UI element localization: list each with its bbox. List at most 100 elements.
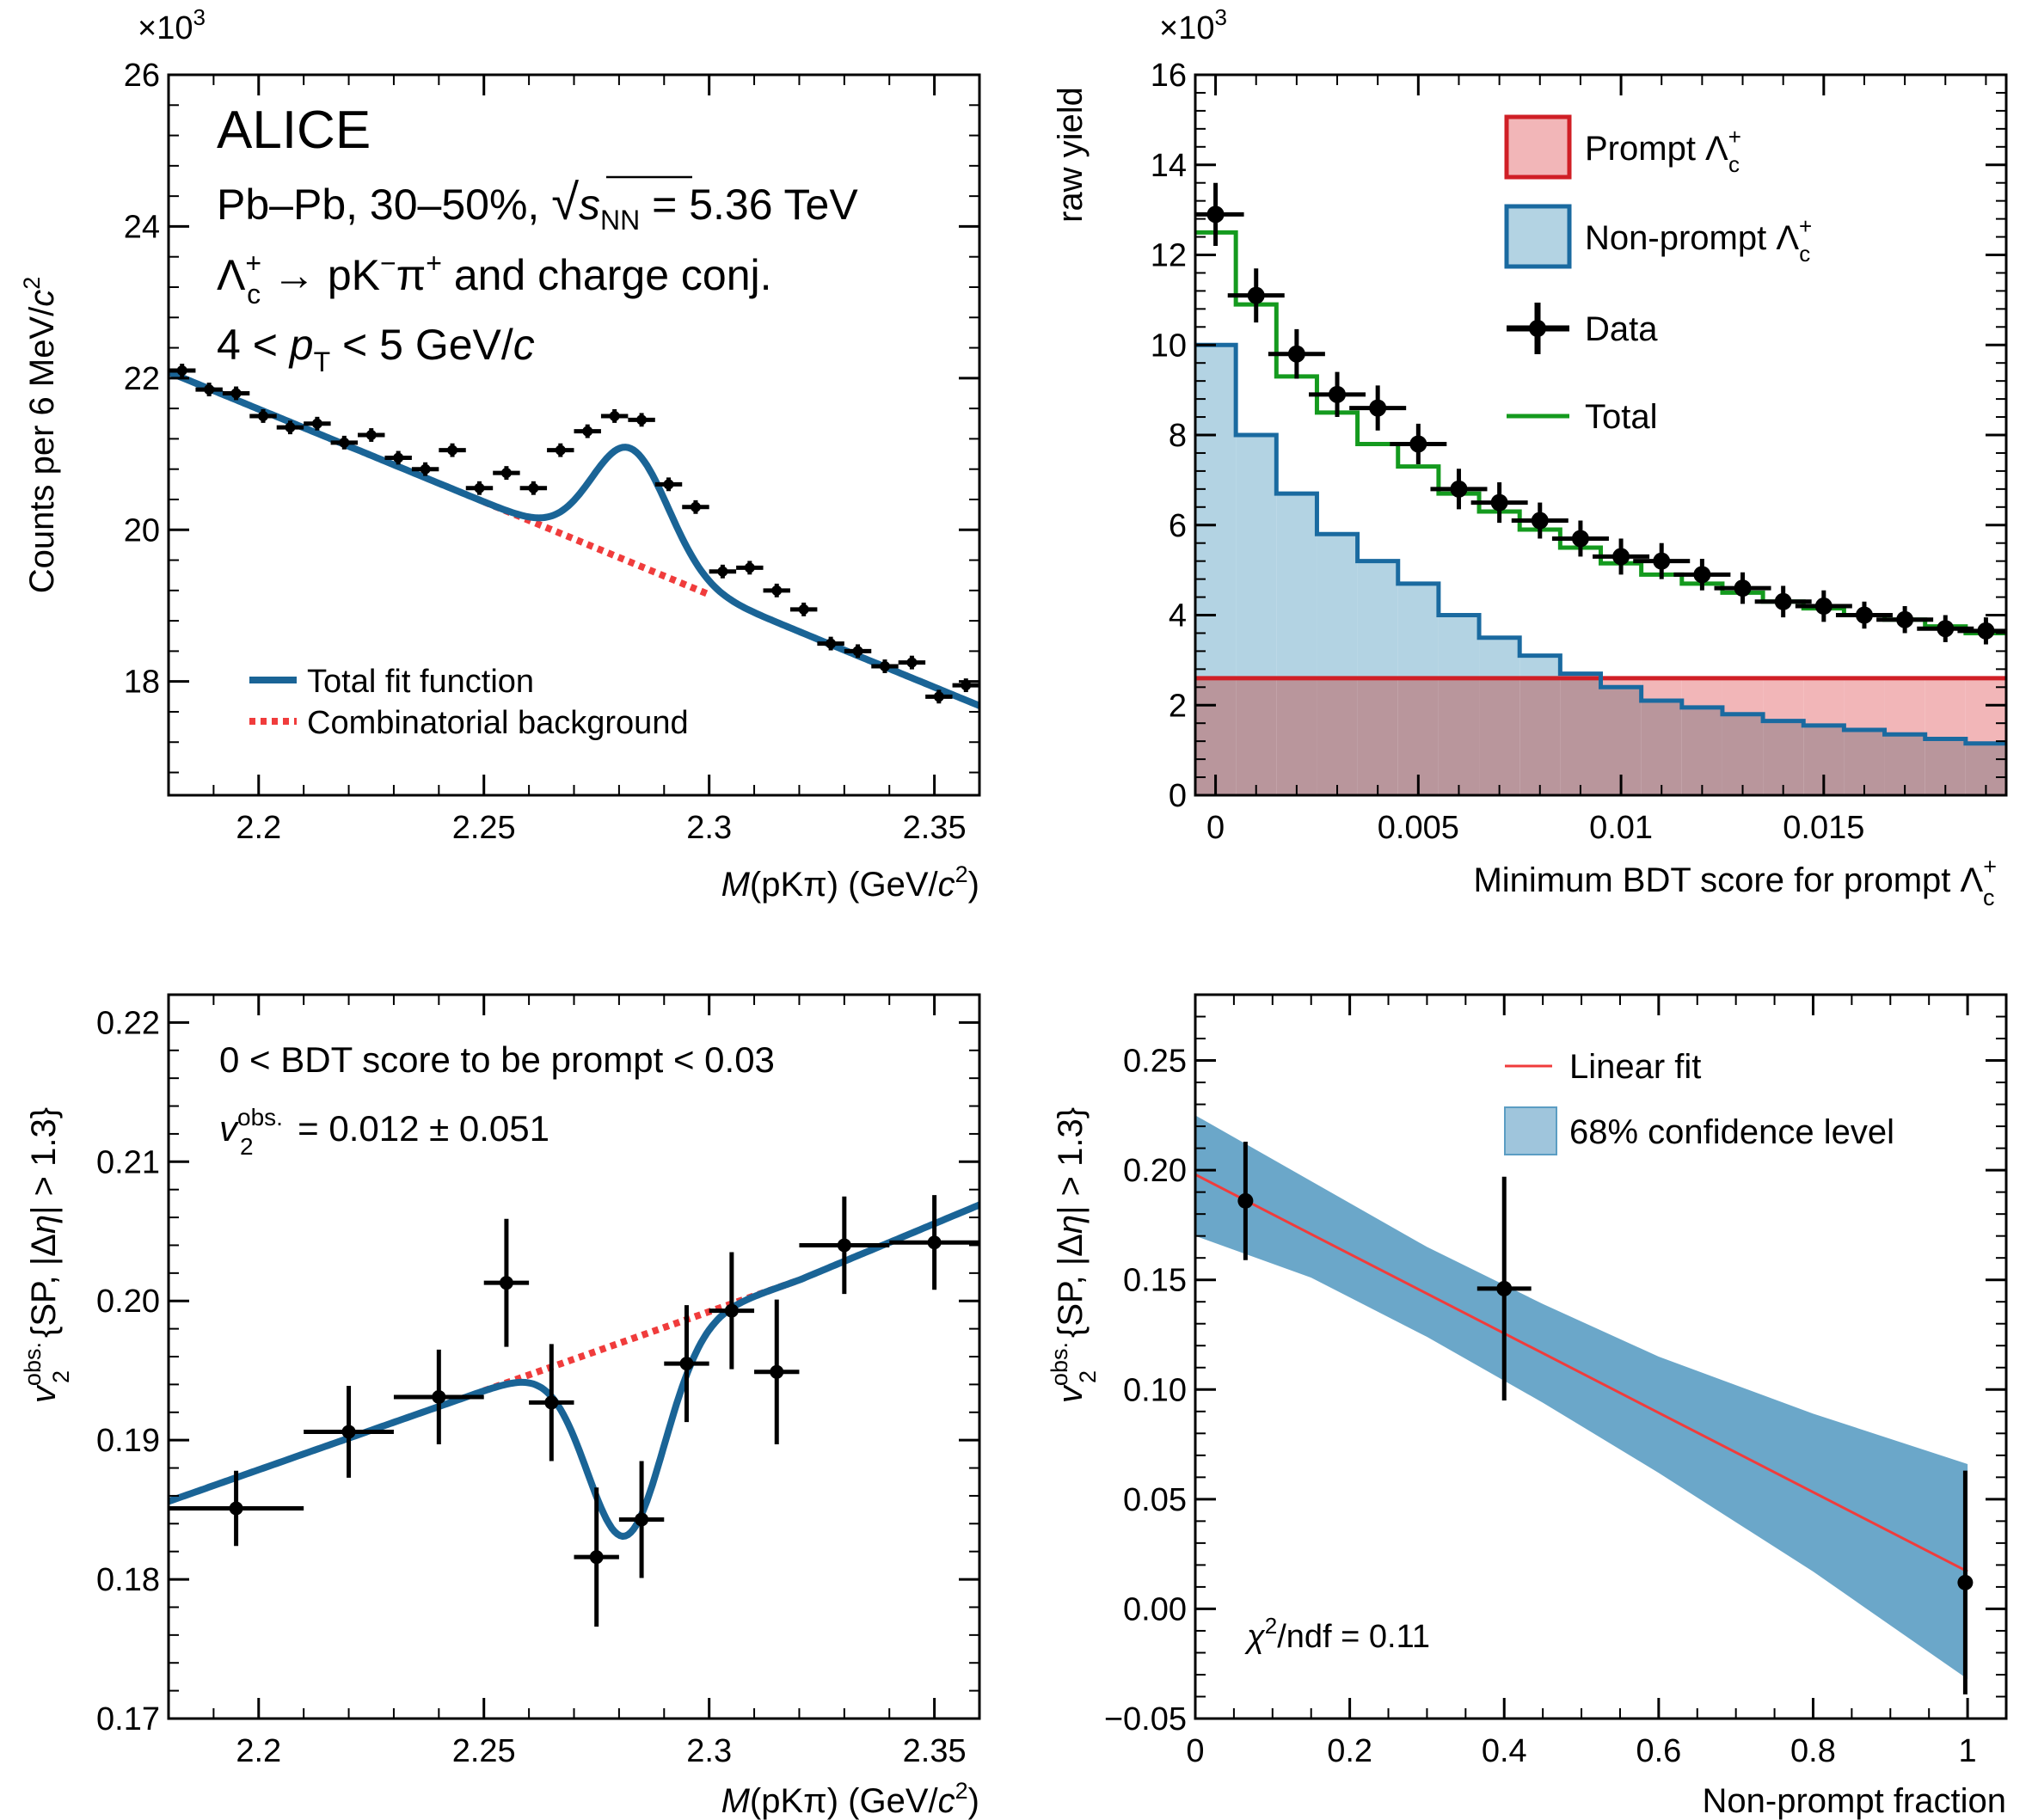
mass-y-exponent: ×103 — [138, 4, 206, 46]
bdt-y-tick-label: 4 — [1169, 598, 1187, 634]
linear-fit-line — [1195, 1173, 1968, 1573]
mass-data-point-marker — [609, 410, 620, 421]
bdt-data-point-marker — [1653, 552, 1671, 570]
v2frac-legend: Linear fit 68% confidence level — [1504, 1048, 1894, 1155]
legend-nonprompt-label: Non-prompt Λ+ c — [1585, 213, 1812, 267]
bdt-x-tick-label: 0.015 — [1783, 810, 1864, 846]
v2frac-y-tick-label: 0.25 — [1123, 1044, 1187, 1080]
bdt-axes: 0 0.005 0.01 0.015 0 2 4 6 8 10 12 14 16 — [1151, 58, 2006, 846]
mass-x-tick-label: 2.25 — [452, 810, 516, 846]
v2mass-data-point-marker — [499, 1276, 513, 1290]
legend-prompt-swatch — [1504, 114, 1572, 180]
mass-data-point-marker — [690, 501, 701, 512]
bdt-data-point-marker — [1571, 530, 1589, 548]
bdt-y-tick-label: 14 — [1151, 148, 1187, 184]
confidence-band — [1195, 1115, 1968, 1680]
mass-data-point-marker — [258, 410, 269, 421]
mass-pt-label: 4 < pT < 5 GeV/c — [217, 321, 535, 377]
v2-total-fit-curve — [169, 1201, 979, 1541]
mass-data-point-marker — [798, 604, 809, 615]
mass-data-point-marker — [447, 444, 458, 456]
v2mass-y-tick-label: 0.18 — [96, 1562, 160, 1598]
bdt-x-tick-label: 0.01 — [1589, 810, 1653, 846]
mass-y-tick-label: 26 — [124, 58, 160, 94]
nonprompt-bin — [1479, 637, 1520, 678]
nonprompt-bin — [1276, 493, 1317, 678]
bdt-data-point-marker — [1855, 606, 1873, 624]
total-fit-curve — [169, 369, 979, 709]
mass-data-point-marker — [500, 468, 512, 479]
nonprompt-histogram-line — [1195, 342, 2006, 746]
bdt-data-point-marker — [1693, 566, 1711, 584]
nonprompt-bin — [1519, 655, 1561, 678]
mass-axes: 2.2 2.25 2.3 2.35 18 20 22 24 26 — [124, 58, 980, 846]
prompt-bin — [1600, 677, 1642, 688]
v2mass-y-label: vobs. 2{SP, |Δη| > 1.3} — [20, 1107, 74, 1403]
mass-data-point-marker — [365, 430, 377, 440]
bdt-data-point-marker — [1814, 597, 1832, 616]
mass-data-point-marker — [744, 562, 755, 573]
legend-confidence-label: 68% confidence level — [1569, 1113, 1894, 1151]
mass-x-tick-label: 2.2 — [236, 810, 281, 846]
v2frac-chi2: χ2/ndf = 0.11 — [1244, 1613, 1430, 1655]
v2mass-data-point-marker — [679, 1357, 694, 1371]
v2frac-y-tick-label: 0.00 — [1123, 1591, 1187, 1627]
legend-data-marker — [1529, 320, 1546, 337]
v2mass-x-tick-label: 2.25 — [452, 1733, 516, 1769]
mass-data-point-marker — [636, 414, 648, 426]
bdt-legend: Prompt Λ+ c Non-prompt Λ+ c Data Total — [1504, 114, 1812, 436]
bdt-data-point-marker — [1409, 435, 1427, 453]
v2mass-plot-marks — [169, 1195, 979, 1627]
v2mass-v2-value: vobs. 2 = 0.012 ± 0.051 — [219, 1104, 549, 1160]
overlap-bin — [1844, 730, 1885, 795]
bdt-data-point-marker — [1531, 512, 1549, 530]
bdt-y-exponent: ×103 — [1159, 4, 1227, 46]
legend-background-label: Combinatorial background — [307, 705, 689, 741]
legend-linear-fit-label: Linear fit — [1569, 1048, 1701, 1086]
mass-data-point-marker — [879, 661, 890, 672]
overlap-bin — [1641, 701, 1682, 795]
mass-data-point-marker — [311, 418, 322, 429]
bdt-data-point-marker — [1977, 622, 1995, 640]
prompt-bin — [1844, 677, 1885, 731]
panel-bdt: 0 0.005 0.01 0.015 0 2 4 6 8 10 12 14 16 Prompt Λ+ c … — [1052, 4, 2008, 910]
bdt-data-point-marker — [1247, 286, 1265, 304]
v2mass-data-point-marker — [927, 1235, 942, 1250]
v2mass-y-tick-label: 0.22 — [96, 1005, 160, 1041]
bdt-data-point-marker — [1937, 620, 1955, 638]
v2mass-data-point-marker — [544, 1395, 559, 1410]
mass-legend: Total fit function Combinatorial backgro… — [249, 664, 689, 741]
mass-x-label: M(pKπ) (GeV/c2) — [721, 861, 979, 904]
overlap-bin — [1519, 677, 1561, 795]
bdt-data-point-marker — [1490, 493, 1508, 512]
v2frac-x-tick-label: 0.4 — [1482, 1733, 1527, 1769]
v2frac-y-label: vobs. 2{SP, |Δη| > 1.3} — [1047, 1107, 1101, 1403]
mass-data-point-marker — [717, 566, 728, 577]
mass-y-tick-label: 20 — [124, 512, 160, 548]
v2frac-x-tick-label: 0.8 — [1790, 1733, 1836, 1769]
v2frac-x-tick-label: 0.6 — [1636, 1733, 1681, 1769]
v2frac-axes: 0 0.2 0.4 0.6 0.8 1 −0.05 0.00 0.05 0.10 0.15 0.20 0… — [1104, 994, 2007, 1769]
v2mass-x-label: M(pKπ) (GeV/c2) — [721, 1778, 979, 1820]
overlap-bin — [1276, 677, 1317, 795]
v2frac-y-tick-label: 0.20 — [1123, 1153, 1187, 1189]
v2frac-y-tick-label: 0.10 — [1123, 1372, 1187, 1408]
bdt-plot-marks — [1195, 182, 2006, 795]
mass-decay-label: Λ+ c → pK−π+ and charge conj. — [217, 248, 772, 309]
mass-y-tick-label: 22 — [124, 361, 160, 397]
combinatorial-background-line — [482, 499, 711, 598]
mass-y-tick-label: 24 — [124, 209, 160, 245]
v2frac-x-tick-label: 0 — [1186, 1733, 1204, 1769]
legend-nonprompt-swatch — [1504, 204, 1572, 269]
bdt-y-tick-label: 2 — [1169, 688, 1187, 724]
mass-data-point-marker — [826, 638, 837, 649]
v2frac-data-point-marker — [1957, 1574, 1974, 1590]
mass-data-point-marker — [663, 479, 674, 490]
nonprompt-bin — [1357, 561, 1398, 678]
v2mass-x-tick-label: 2.2 — [236, 1733, 281, 1769]
overlap-bin — [1236, 677, 1277, 795]
mass-data-point-marker — [771, 585, 783, 596]
bdt-data-point-marker — [1206, 205, 1225, 224]
mass-data-point-marker — [339, 437, 350, 448]
bdt-data-point-marker — [1612, 548, 1630, 566]
